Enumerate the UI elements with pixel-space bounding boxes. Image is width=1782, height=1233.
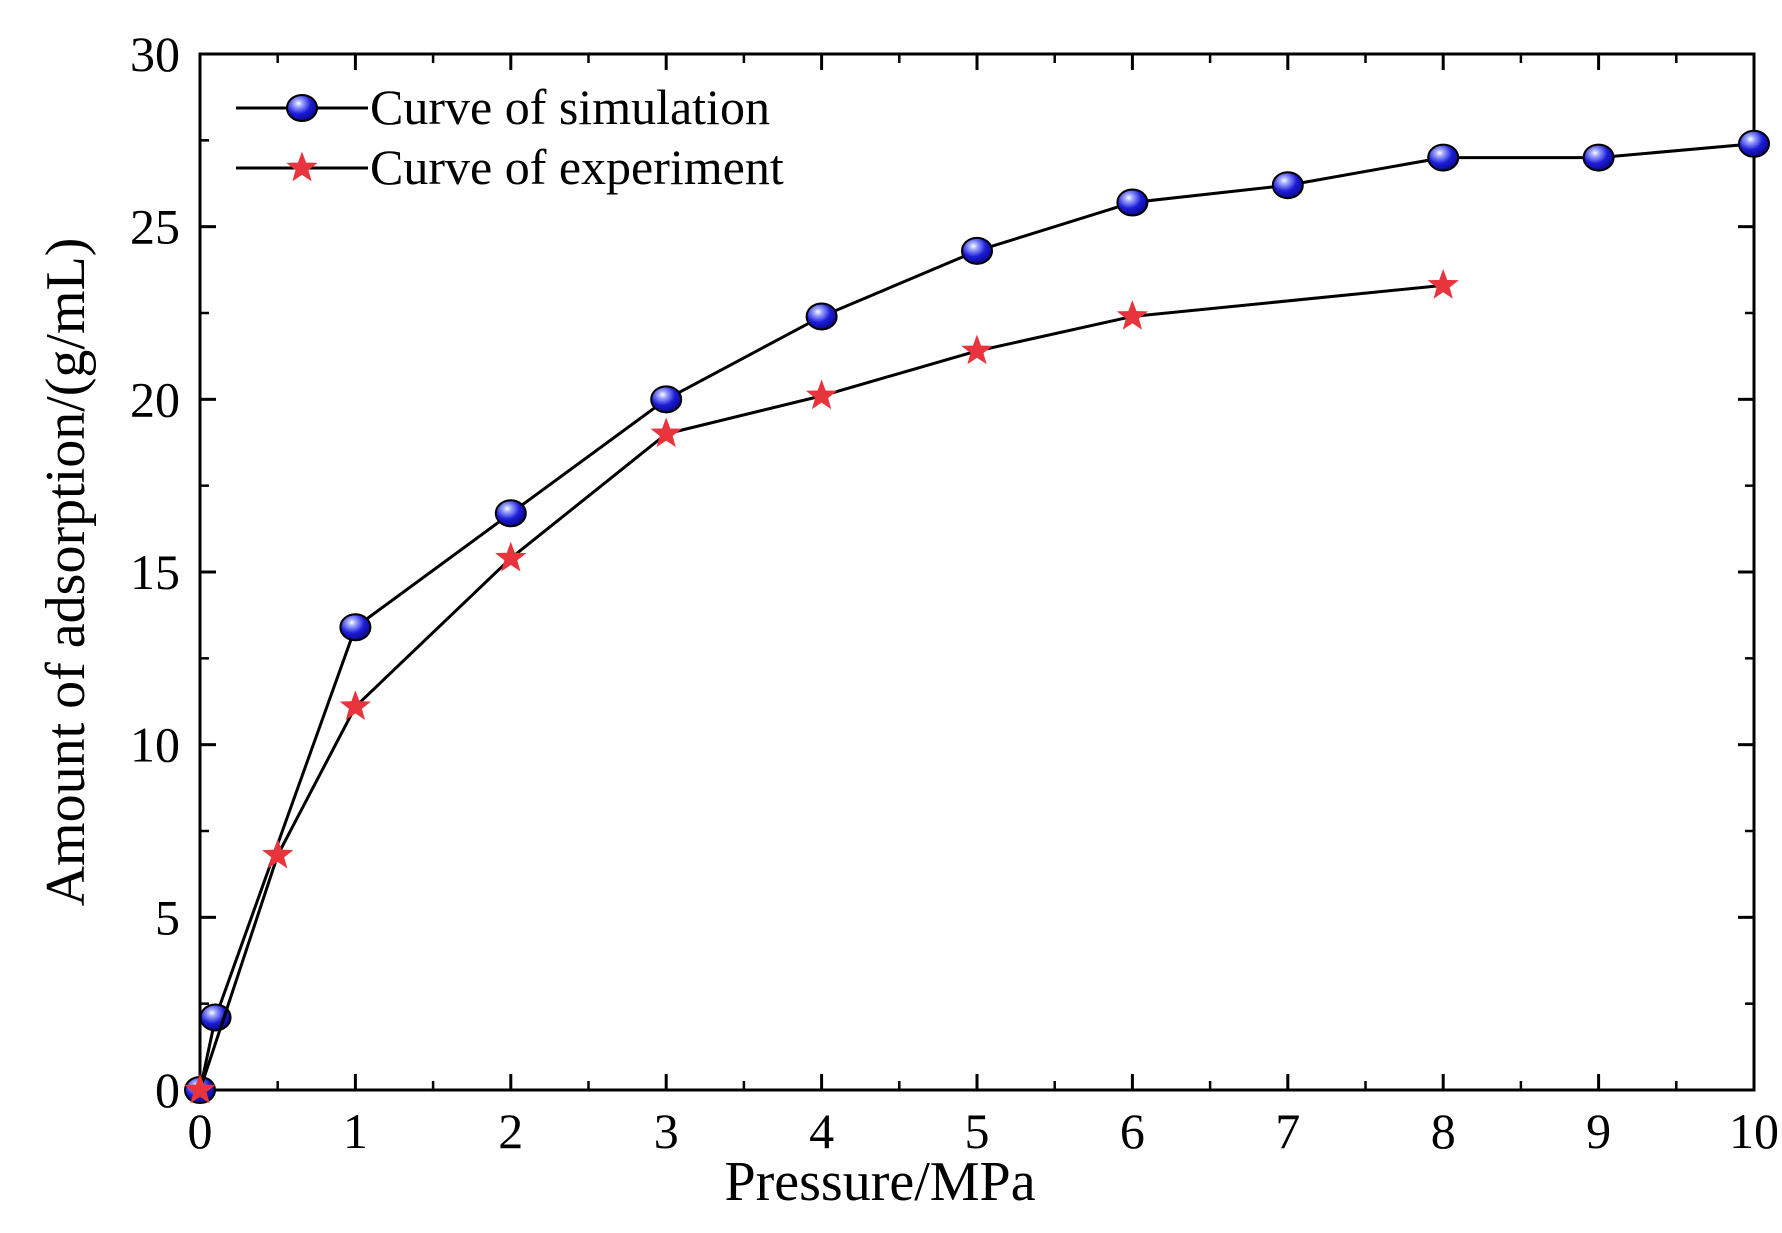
y-tick-label: 0 (155, 1062, 180, 1118)
data-point-curve-of-simulation (650, 385, 683, 414)
data-point-curve-of-experiment (184, 1073, 216, 1104)
data-point-curve-of-simulation (1427, 143, 1460, 172)
legend-marker-simulation (286, 94, 318, 122)
data-point-curve-of-experiment (339, 690, 372, 721)
series-curve-of-simulation (184, 129, 1770, 1104)
y-axis-title: Amount of adsorption/(g/mL) (35, 238, 97, 907)
legend-label-experiment: Curve of experiment (370, 139, 784, 195)
data-point-curve-of-experiment (1427, 268, 1459, 299)
data-point-curve-of-experiment (650, 417, 682, 448)
x-axis-title: Pressure/MPa (724, 1151, 1035, 1213)
data-point-curve-of-simulation (1271, 171, 1304, 200)
series-layer (184, 129, 1770, 1104)
legend-symbol-curve-of-experiment (286, 151, 318, 182)
legend-label-simulation: Curve of simulation (370, 79, 770, 135)
data-point-curve-of-experiment (1116, 299, 1149, 330)
legend-symbol-curve-of-simulation (286, 94, 318, 122)
data-point-curve-of-experiment (495, 541, 527, 572)
x-tick-label: 0 (188, 1103, 213, 1159)
axis-ticks (198, 52, 1756, 1092)
x-tick-label: 2 (498, 1103, 523, 1159)
data-point-curve-of-experiment (961, 334, 993, 365)
data-point-curve-of-simulation (1738, 129, 1770, 158)
series-line-curve-of-experiment (198, 283, 1444, 1091)
x-tick-labels: 0 1 2 3 4 5 6 7 8 9 10 (188, 1103, 1780, 1159)
data-point-curve-of-simulation (339, 613, 372, 642)
legend: Curve of simulation Curve of experiment (236, 79, 784, 195)
x-tick-label: 4 (809, 1103, 834, 1159)
x-tick-label: 7 (1275, 1103, 1300, 1159)
data-point-curve-of-simulation (1582, 143, 1615, 172)
y-tick-label: 25 (130, 199, 180, 255)
x-tick-label: 3 (654, 1103, 679, 1159)
y-tick-label: 20 (130, 371, 180, 427)
series-line-curve-of-simulation (198, 142, 1755, 1091)
y-tick-label: 5 (155, 889, 180, 945)
series-curve-of-experiment (184, 268, 1459, 1104)
data-point-curve-of-simulation (805, 302, 838, 331)
data-point-curve-of-simulation (1116, 188, 1149, 217)
x-tick-label: 8 (1431, 1103, 1456, 1159)
legend-marker-experiment (286, 151, 318, 182)
data-point-curve-of-simulation (494, 499, 527, 528)
data-point-curve-of-simulation (961, 236, 993, 265)
y-tick-label: 10 (130, 717, 180, 773)
x-tick-label: 1 (343, 1103, 368, 1159)
y-tick-label: 30 (130, 26, 180, 82)
y-tick-labels: 0 5 10 15 20 25 30 (130, 26, 180, 1118)
x-tick-label: 9 (1586, 1103, 1611, 1159)
x-tick-label: 5 (965, 1103, 990, 1159)
y-tick-label: 15 (130, 544, 180, 600)
x-tick-label: 6 (1120, 1103, 1145, 1159)
data-point-curve-of-experiment (262, 838, 294, 869)
x-tick-label: 10 (1729, 1103, 1779, 1159)
data-point-curve-of-experiment (805, 379, 838, 410)
